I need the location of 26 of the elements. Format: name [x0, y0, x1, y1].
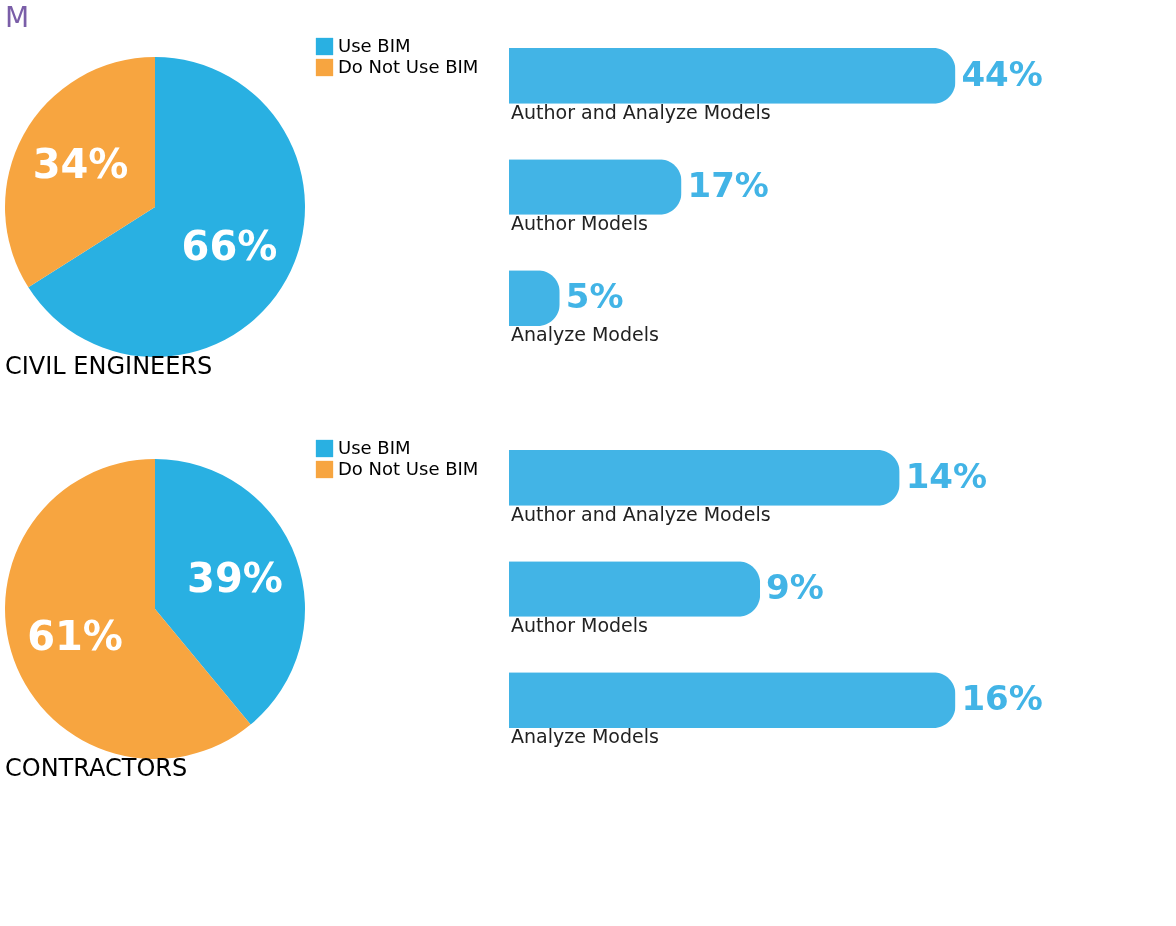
pie-slice [28, 57, 305, 357]
data-label: 44% [961, 53, 1043, 94]
data-label: 34% [32, 141, 129, 188]
pie-slice [5, 57, 155, 288]
data-label: 61% [27, 612, 123, 659]
data-label: 39% [187, 555, 283, 602]
y-tick-label: Author Models [511, 212, 648, 234]
data-label: 17% [687, 165, 769, 205]
data-label: 16% [961, 678, 1043, 719]
y-tick-label: Author Models [511, 614, 648, 636]
y-tick-label: Author and Analyze Models [511, 502, 771, 525]
data-label: 9% [766, 567, 824, 607]
legend-label: Do Not Use BIM [338, 457, 479, 479]
legend-label: Use BIM [338, 436, 411, 458]
data-label: 66% [181, 222, 278, 269]
pie-slice [155, 459, 305, 725]
chart-title: M [5, 1, 30, 34]
text: CIVIL ENGINEERS [5, 352, 213, 380]
data-label: 14% [905, 455, 988, 496]
text: CONTRACTORS [5, 754, 188, 782]
y-tick-label: Analyze Models [511, 725, 659, 748]
data-label: 5% [565, 276, 624, 317]
y-tick-label: Author and Analyze Models [511, 100, 771, 123]
legend-label: Use BIM [338, 34, 411, 56]
legend-label: Do Not Use BIM [338, 55, 479, 77]
y-tick-label: Analyze Models [511, 323, 659, 346]
